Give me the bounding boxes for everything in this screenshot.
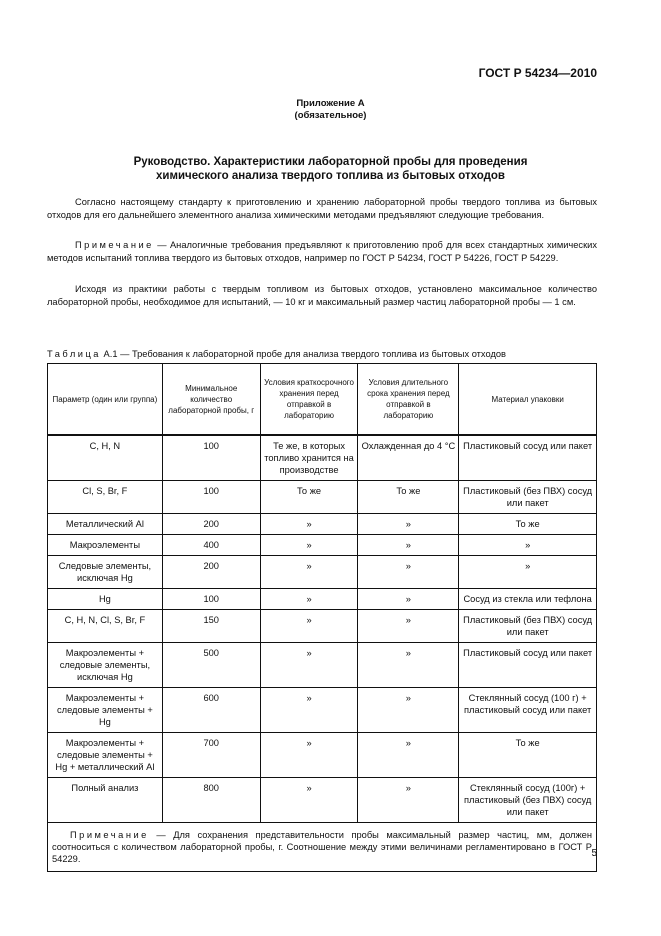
standard-number: ГОСТ Р 54234—2010 (478, 66, 597, 80)
table-cell: То же (458, 732, 597, 778)
table-note-label: Примечание (70, 830, 149, 840)
column-header: Минимальное количество лабораторной проб… (161, 363, 261, 436)
note-text: — Аналогичные требования предъявляют к п… (47, 240, 597, 263)
table-cell: Макроэлементы + следовые элементы + Hg +… (47, 732, 163, 778)
table-row: Макроэлементы 400»»» (47, 534, 597, 556)
table-cell: » (357, 588, 460, 610)
table-cell: » (357, 732, 460, 778)
column-header: Материал упаковки (458, 363, 597, 436)
table-note: Примечание — Для сохранения представител… (47, 822, 597, 872)
table-cell: » (259, 513, 359, 535)
table-cell: 100 (161, 588, 261, 610)
table-cell: Пластиковый сосуд или пакет (458, 434, 597, 481)
table-cell: Пластиковый (без ПВХ) сосуд или пакет (458, 609, 597, 643)
table-cell: » (259, 687, 359, 733)
page-number: 5 (591, 848, 597, 859)
table-cell: » (259, 534, 359, 556)
table-cell: 800 (161, 777, 261, 823)
paragraph-intro: Согласно настоящему стандарту к приготов… (47, 197, 597, 220)
column-header: Условия краткосрочного хранения перед от… (259, 363, 359, 436)
table-cell: » (458, 534, 597, 556)
paragraph-practice: Исходя из практики работы с твердым топл… (47, 284, 597, 307)
table-cell: Макроэлементы + следовые элементы, исклю… (47, 642, 163, 688)
appendix-title: Приложение А (296, 98, 365, 109)
table-cell: 200 (161, 555, 261, 589)
table-cell: » (357, 555, 460, 589)
table-cell: » (357, 777, 460, 823)
table-cell: 500 (161, 642, 261, 688)
table-row: Макроэлементы + следовые элементы + Hg 60… (47, 687, 597, 733)
table-cell: » (357, 513, 460, 535)
table-row: Полный анализ 800»» Стеклянный сосуд (100г… (47, 777, 597, 823)
table-cell: То же (259, 480, 359, 514)
table-cell: Охлажденная до 4 °С (357, 434, 460, 481)
column-header: Параметр (один или группа) (47, 363, 163, 436)
table-cell: Стеклянный сосуд (100 г) + пластиковый с… (458, 687, 597, 733)
table-cell: 100 (161, 480, 261, 514)
table-cell: » (259, 555, 359, 589)
section-title: Руководство. Характеристики лабораторной… (0, 155, 661, 183)
table-row: Металлический Al 200»» То же (47, 513, 597, 535)
requirements-table: Параметр (один или группа) Минимальное ко… (47, 363, 597, 872)
table-cell: 700 (161, 732, 261, 778)
table-cell: Cl, S, Br, F (47, 480, 163, 514)
table-cell: Макроэлементы (47, 534, 163, 556)
table-cell: » (259, 732, 359, 778)
table-note-row: Примечание — Для сохранения представител… (47, 822, 597, 872)
table-cell: » (259, 609, 359, 643)
table-caption-text: А.1 — Требования к лабораторной пробе дл… (100, 349, 506, 359)
table-cell: Hg (47, 588, 163, 610)
table-caption-label: Таблица (47, 349, 101, 359)
table-row: C, H, N 100 Те же, в которых топливо храни… (47, 434, 597, 481)
table-row: Следовые элементы, исключая Hg 200»»» (47, 555, 597, 589)
table-cell: » (458, 555, 597, 589)
table-cell: Стеклянный сосуд (100г) + пластиковый (б… (458, 777, 597, 823)
table-cell: » (259, 588, 359, 610)
table-cell: 100 (161, 434, 261, 481)
table-row: Макроэлементы + следовые элементы + Hg +… (47, 732, 597, 778)
table-row: Hg 100»» Сосуд из стекла или тефлона (47, 588, 597, 610)
table-cell: То же (458, 513, 597, 535)
table-cell: » (357, 534, 460, 556)
table-cell: » (259, 642, 359, 688)
table-cell: » (259, 777, 359, 823)
table-caption: Таблица А.1 — Требования к лабораторной … (47, 349, 506, 359)
table-row: C, H, N, Cl, S, Br, F 150»» Пластиковый (б… (47, 609, 597, 643)
table-cell: Макроэлементы + следовые элементы + Hg (47, 687, 163, 733)
appendix-status: (обязательное) (294, 110, 367, 121)
table-cell: » (357, 687, 460, 733)
table-cell: 400 (161, 534, 261, 556)
table-cell: C, H, N, Cl, S, Br, F (47, 609, 163, 643)
table-cell: Следовые элементы, исключая Hg (47, 555, 163, 589)
table-cell: Сосуд из стекла или тефлона (458, 588, 597, 610)
table-cell: C, H, N (47, 434, 163, 481)
table-cell: 600 (161, 687, 261, 733)
table-cell: » (357, 609, 460, 643)
table-cell: Пластиковый (без ПВХ) сосуд или пакет (458, 480, 597, 514)
table-header-row: Параметр (один или группа) Минимальное ко… (47, 363, 597, 436)
table-cell: Металлический Al (47, 513, 163, 535)
table-cell: Пластиковый сосуд или пакет (458, 642, 597, 688)
table-row: Макроэлементы + следовые элементы, исклю… (47, 642, 597, 688)
section-title-line2: химического анализа твердого топлива из … (156, 170, 505, 182)
table-cell: Те же, в которых топливо хранится на про… (259, 434, 359, 481)
note-label: Примечание (75, 240, 154, 250)
section-title-line1: Руководство. Характеристики лабораторной… (133, 156, 528, 168)
table-cell: 200 (161, 513, 261, 535)
table-cell: » (357, 642, 460, 688)
column-header: Условия длительного срока хранения перед… (357, 363, 460, 436)
note-paragraph: Примечание — Аналогичные требования пред… (47, 239, 597, 264)
table-cell: То же (357, 480, 460, 514)
table-row: Cl, S, Br, F 100 То же То же Пластиковый (бе… (47, 480, 597, 514)
table-note-text: — Для сохранения представительности проб… (52, 830, 592, 864)
table-cell: 150 (161, 609, 261, 643)
table-cell: Полный анализ (47, 777, 163, 823)
